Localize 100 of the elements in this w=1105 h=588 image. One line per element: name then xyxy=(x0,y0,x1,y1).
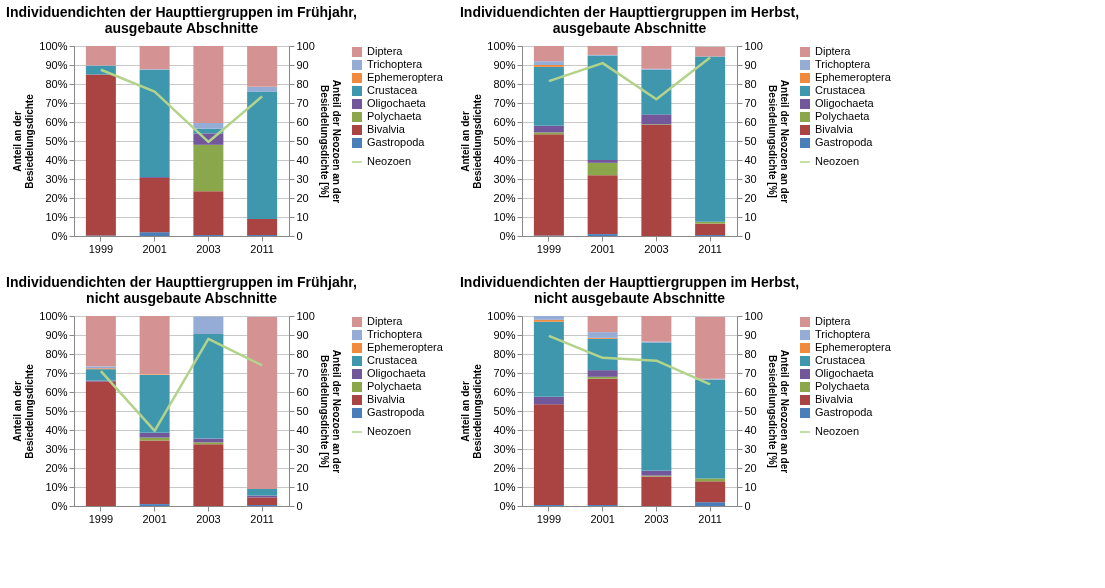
bar xyxy=(695,46,726,57)
y-tick-label: 50% xyxy=(493,404,516,417)
y-axis-title: Anteil an der Besiedelungsdichte xyxy=(12,363,36,459)
bar xyxy=(641,476,672,506)
y2-tick-label: 0 xyxy=(296,499,303,512)
x-tick-label: 2001 xyxy=(590,242,615,255)
legend-label: Bivalvia xyxy=(815,123,854,135)
y-tick-label: 60% xyxy=(45,115,68,128)
y-tick-label: 70% xyxy=(493,96,516,109)
bar xyxy=(695,56,726,222)
legend-label: Gastropoda xyxy=(367,136,426,148)
y-tick-label: 80% xyxy=(45,77,68,90)
y2-tick-label: 80 xyxy=(744,347,757,360)
y-tick-label: 40% xyxy=(45,423,68,436)
bar xyxy=(641,46,672,69)
y-tick-label: 30% xyxy=(45,442,68,455)
bar xyxy=(587,175,618,235)
x-tick-label: 2003 xyxy=(196,242,221,255)
bar xyxy=(85,381,116,506)
y2-tick-label: 80 xyxy=(296,77,309,90)
line-series xyxy=(99,337,264,433)
y2-tick-label: 60 xyxy=(744,115,757,128)
y2-tick-label: 10 xyxy=(744,480,757,493)
y-tick-label: 60% xyxy=(493,385,516,398)
y2-tick-label: 60 xyxy=(296,115,309,128)
y2-tick-label: 30 xyxy=(296,442,309,455)
y-tick-label: 20% xyxy=(493,461,516,474)
y-tick-label: 40% xyxy=(45,153,68,166)
legend-label: Ephemeroptera xyxy=(815,341,892,353)
legend-label: Gastropoda xyxy=(367,406,426,418)
x-tick-label: 2011 xyxy=(250,242,274,255)
x-tick-label: 2003 xyxy=(644,242,669,255)
x-tick-label: 1999 xyxy=(536,242,562,255)
x-tick-label: 2001 xyxy=(142,512,167,525)
y2-tick-label: 90 xyxy=(744,328,757,341)
y-tick-label: 10% xyxy=(45,480,68,493)
y-tick-label: 100% xyxy=(39,309,68,322)
y-axis-title: Anteil an der Besiedelungsdichte xyxy=(460,93,484,189)
y2-axis-title: Anteil der Neozoen an der Besiedelungsdichte [%] xyxy=(318,79,342,204)
bar xyxy=(587,316,618,333)
x-tick-label: 2003 xyxy=(644,512,669,525)
x-tick-label: 2001 xyxy=(590,512,615,525)
y2-axis-title: Anteil der Neozoen an der Besiedelungsdichte [%] xyxy=(766,79,790,204)
bar xyxy=(533,396,564,405)
y2-tick-label: 30 xyxy=(296,172,309,185)
legend-label: Crustacea xyxy=(367,84,419,96)
legend-label: Bivalvia xyxy=(367,123,406,135)
y2-tick-label: 70 xyxy=(744,366,757,379)
line-series xyxy=(547,334,712,386)
y-tick-label: 30% xyxy=(45,172,68,185)
y-tick-label: 60% xyxy=(493,115,516,128)
bar xyxy=(85,74,116,236)
y2-tick-label: 80 xyxy=(296,347,309,360)
bar xyxy=(587,332,618,338)
bar xyxy=(193,334,224,439)
bar xyxy=(139,432,170,438)
y-tick-label: 90% xyxy=(493,58,516,71)
y-tick-label: 20% xyxy=(45,461,68,474)
y-tick-label: 100% xyxy=(487,309,516,322)
bar xyxy=(587,338,618,371)
legend-label: Crustacea xyxy=(815,354,867,366)
y2-tick-label: 100 xyxy=(296,39,315,52)
x-tick-label: 2003 xyxy=(196,512,221,525)
bar xyxy=(533,125,564,133)
y-tick-label: 30% xyxy=(493,442,516,455)
bar xyxy=(641,316,672,342)
x-tick-label: 2011 xyxy=(698,512,722,525)
y-tick-label: 80% xyxy=(45,347,68,360)
bar xyxy=(587,55,618,160)
y2-tick-label: 40 xyxy=(744,423,757,436)
y2-tick-label: 50 xyxy=(744,404,757,417)
y-tick-label: 50% xyxy=(45,404,68,417)
y-tick-label: 20% xyxy=(45,191,68,204)
y2-tick-label: 60 xyxy=(744,385,757,398)
y2-tick-label: 30 xyxy=(744,442,757,455)
y-tick-label: 0% xyxy=(51,229,68,242)
bar xyxy=(587,46,618,55)
legend-label: Trichoptera xyxy=(815,58,872,70)
y-tick-label: 90% xyxy=(45,58,68,71)
bar xyxy=(641,69,672,115)
y-tick-label: 50% xyxy=(45,134,68,147)
bar xyxy=(641,470,672,476)
y-tick-label: 40% xyxy=(493,423,516,436)
bar xyxy=(695,316,726,379)
x-tick-label: 1999 xyxy=(88,512,114,525)
bar xyxy=(139,69,170,178)
y-tick-label: 0% xyxy=(51,499,68,512)
line-series xyxy=(99,68,264,144)
y-tick-label: 100% xyxy=(39,39,68,52)
y2-tick-label: 20 xyxy=(744,191,757,204)
x-tick-label: 2001 xyxy=(142,242,167,255)
y2-tick-label: 90 xyxy=(296,328,309,341)
bar xyxy=(533,134,564,236)
bar xyxy=(587,378,618,506)
y2-tick-label: 20 xyxy=(296,191,309,204)
y2-tick-label: 90 xyxy=(744,58,757,71)
y2-tick-label: 60 xyxy=(296,385,309,398)
legend-label: Polychaeta xyxy=(367,110,423,122)
legend-label: Neozoen xyxy=(367,425,412,437)
y2-tick-label: 70 xyxy=(296,96,309,109)
